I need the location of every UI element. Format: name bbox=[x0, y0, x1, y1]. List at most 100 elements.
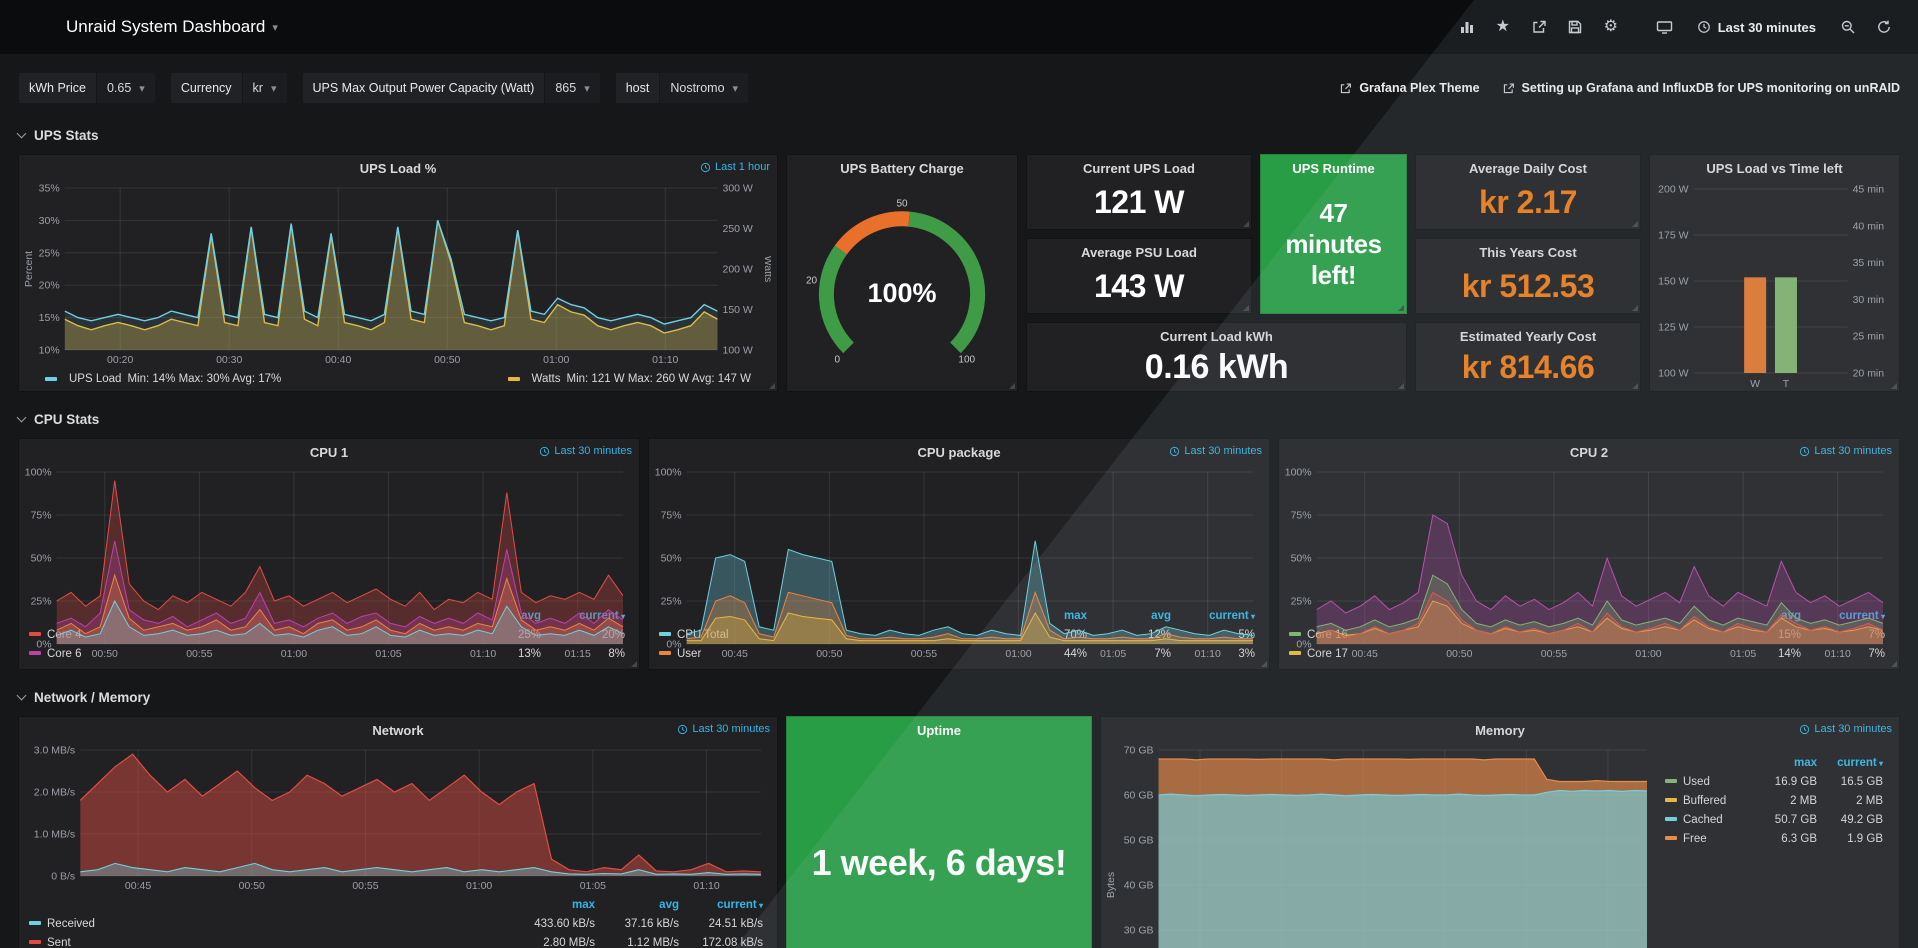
legend-series-name[interactable]: Core 17 bbox=[1307, 647, 1348, 660]
link-ups-monitoring-guide[interactable]: Setting up Grafana and InfluxDB for UPS … bbox=[1502, 81, 1900, 95]
add-panel-icon[interactable] bbox=[1451, 12, 1483, 42]
svg-text:01:05: 01:05 bbox=[375, 648, 401, 660]
panel-title[interactable]: UPS Load vs Time left bbox=[1706, 160, 1843, 176]
dashboard-title-dropdown[interactable]: Unraid System Dashboard ▾ bbox=[60, 13, 284, 41]
panel-cpu-2: CPU 2 Last 30 minutes 100% 75% 50% 25% 0% 00:… bbox=[1278, 438, 1900, 670]
link-grafana-plex-theme[interactable]: Grafana Plex Theme bbox=[1339, 81, 1480, 95]
panel-title[interactable]: This Years Cost bbox=[1479, 245, 1577, 260]
chevron-down-icon: ▾ bbox=[270, 82, 277, 95]
legend-column-header[interactable]: avg bbox=[521, 609, 541, 622]
svg-text:01:00: 01:00 bbox=[543, 354, 569, 366]
chevron-down-icon: ▾ bbox=[584, 82, 590, 95]
panel-title[interactable]: Current UPS Load bbox=[1083, 161, 1195, 176]
svg-text:30%: 30% bbox=[39, 215, 60, 227]
cpu-package-chart[interactable]: 100% 75% 50% 25% 0% 00:45 00:50 00:55 01:00 01:05… bbox=[653, 465, 1263, 660]
legend-column-header[interactable]: current bbox=[1821, 753, 1887, 772]
filter-kwh-price-dropdown[interactable]: 0.65 ▾ bbox=[96, 73, 155, 103]
time-range-picker[interactable]: Last 30 minutes bbox=[1685, 12, 1828, 42]
svg-text:T: T bbox=[1783, 378, 1790, 390]
legend-column-header[interactable]: avg bbox=[1151, 609, 1171, 622]
svg-text:50%: 50% bbox=[1291, 553, 1312, 565]
legend-swatch-icon bbox=[45, 377, 57, 381]
apps-grid-icon[interactable] bbox=[18, 12, 50, 42]
ups-load-vs-time-chart[interactable]: 200 W 175 W 150 W 125 W 100 W 45 min 40 min 35 … bbox=[1654, 181, 1893, 391]
legend-column-header[interactable]: avg bbox=[659, 898, 679, 911]
legend-swatch-icon bbox=[1665, 817, 1677, 822]
section-network-memory[interactable]: Network / Memory bbox=[0, 686, 1918, 708]
legend-value: 7% bbox=[1154, 647, 1171, 660]
cycle-view-monitor-icon[interactable] bbox=[1649, 12, 1681, 42]
legend-column-header[interactable]: max bbox=[1063, 609, 1087, 622]
filter-host-dropdown[interactable]: Nostromo ▾ bbox=[660, 73, 749, 103]
svg-text:75%: 75% bbox=[31, 510, 52, 522]
legend-value: 3% bbox=[1238, 647, 1255, 660]
legend-series-name[interactable]: UPS Load bbox=[69, 373, 122, 385]
svg-text:00:55: 00:55 bbox=[911, 648, 937, 660]
panel-title[interactable]: UPS Battery Charge bbox=[840, 160, 964, 176]
panel-title[interactable]: CPU 1 bbox=[309, 444, 349, 460]
panel-title[interactable]: Memory bbox=[1475, 722, 1525, 738]
panel-title[interactable]: UPS Load % bbox=[359, 160, 437, 176]
legend-column-header[interactable]: current bbox=[1175, 606, 1259, 625]
top-navbar: Unraid System Dashboard ▾ ★ ⚙ Last 30 mi… bbox=[0, 0, 1918, 54]
legend-swatch-icon bbox=[507, 377, 520, 381]
legend-column-header[interactable]: max bbox=[571, 898, 595, 911]
legend-swatch-icon bbox=[1665, 798, 1677, 803]
section-ups-stats[interactable]: UPS Stats bbox=[0, 124, 1918, 146]
panel-title[interactable]: UPS Runtime bbox=[1292, 161, 1375, 176]
ups-stats-row: UPS Load % Last 1 hour 35% 30% 25% 20% 15% 10… bbox=[18, 154, 1900, 392]
legend-column-header[interactable]: max bbox=[1793, 756, 1817, 769]
dashboard-title: Unraid System Dashboard bbox=[66, 17, 266, 36]
legend-series-name[interactable]: CPU Total bbox=[677, 628, 729, 641]
legend-value: 49.2 GB bbox=[1840, 813, 1883, 826]
panel-title[interactable]: Uptime bbox=[916, 723, 962, 738]
refresh-icon[interactable] bbox=[1868, 12, 1900, 42]
cpu-2-chart[interactable]: 100% 75% 50% 25% 0% 00:45 00:50 00:55 01:00 01:05… bbox=[1283, 465, 1893, 660]
cpu-1-chart[interactable]: 100% 75% 50% 25% 0% 00:50 00:55 01:00 01:05 01:10… bbox=[23, 465, 633, 660]
legend-item: Watts Min: 121 W Max: 260 W Avg: 147 W bbox=[507, 373, 752, 385]
network-chart[interactable]: 3.0 MB/s 2.0 MB/s 1.0 MB/s 0 B/s 00:45 00:50 0… bbox=[23, 743, 771, 893]
stat-value: kr 814.66 bbox=[1461, 349, 1595, 385]
legend-value: 6.3 GB bbox=[1781, 832, 1817, 845]
star-icon[interactable]: ★ bbox=[1487, 12, 1519, 42]
share-icon[interactable] bbox=[1523, 12, 1555, 42]
legend-value: 50.7 GB bbox=[1774, 813, 1817, 826]
legend-series-name[interactable]: Sent bbox=[47, 936, 71, 948]
panel-title[interactable]: Current Load kWh bbox=[1160, 329, 1273, 344]
panel-title[interactable]: Estimated Yearly Cost bbox=[1459, 329, 1597, 344]
legend-series-name[interactable]: Core 6 bbox=[47, 647, 82, 660]
legend-series-name[interactable]: User bbox=[677, 647, 702, 660]
legend-series-name[interactable]: Used bbox=[1683, 775, 1710, 788]
legend-series-name[interactable]: Buffered bbox=[1683, 794, 1727, 807]
svg-text:01:00: 01:00 bbox=[1005, 648, 1031, 660]
legend-series-name[interactable]: Received bbox=[47, 917, 95, 930]
legend-row: Core 16 15% 7% bbox=[1289, 625, 1889, 644]
panel-title[interactable]: Average PSU Load bbox=[1081, 245, 1197, 260]
panel-memory: Memory Last 30 minutes 70 GB 60 GB 50 GB 40… bbox=[1100, 716, 1900, 948]
filter-ups-max-output-dropdown[interactable]: 865 ▾ bbox=[545, 73, 600, 103]
legend-series-name[interactable]: Cached bbox=[1683, 813, 1723, 826]
legend-value: 25% bbox=[517, 628, 541, 641]
legend-row: Used 16.9 GB 16.5 GB bbox=[1665, 772, 1887, 791]
filter-currency-dropdown[interactable]: kr ▾ bbox=[242, 73, 287, 103]
legend-header-row: max current bbox=[1665, 753, 1887, 772]
panel-title[interactable]: Average Daily Cost bbox=[1468, 161, 1587, 176]
battery-gauge[interactable]: 0 20 50 100 bbox=[787, 181, 1017, 391]
settings-gear-icon[interactable]: ⚙ bbox=[1595, 12, 1627, 42]
svg-text:200 W: 200 W bbox=[723, 264, 753, 276]
panel-title[interactable]: CPU package bbox=[917, 444, 1001, 460]
legend-column-header[interactable]: current bbox=[683, 895, 767, 914]
legend-series-name[interactable]: Free bbox=[1683, 832, 1707, 845]
panel-title[interactable]: Network bbox=[372, 722, 424, 738]
panel-title[interactable]: CPU 2 bbox=[1569, 444, 1609, 460]
ups-load-chart[interactable]: 35% 30% 25% 20% 15% 10% 300 W 250 W 200 W 150 W 10… bbox=[23, 181, 774, 367]
legend-series-name[interactable]: Watts bbox=[531, 373, 561, 385]
legend-item: UPS Load Min: 14% Max: 30% Avg: 17% bbox=[45, 373, 281, 385]
zoom-out-icon[interactable] bbox=[1832, 12, 1864, 42]
save-icon[interactable] bbox=[1559, 12, 1591, 42]
legend-series-name[interactable]: Core 16 bbox=[1307, 628, 1348, 641]
legend-swatch-icon bbox=[659, 632, 671, 637]
section-cpu-stats[interactable]: CPU Stats bbox=[0, 408, 1918, 430]
legend-series-stats: Min: 121 W Max: 260 W Avg: 147 W bbox=[566, 373, 752, 385]
